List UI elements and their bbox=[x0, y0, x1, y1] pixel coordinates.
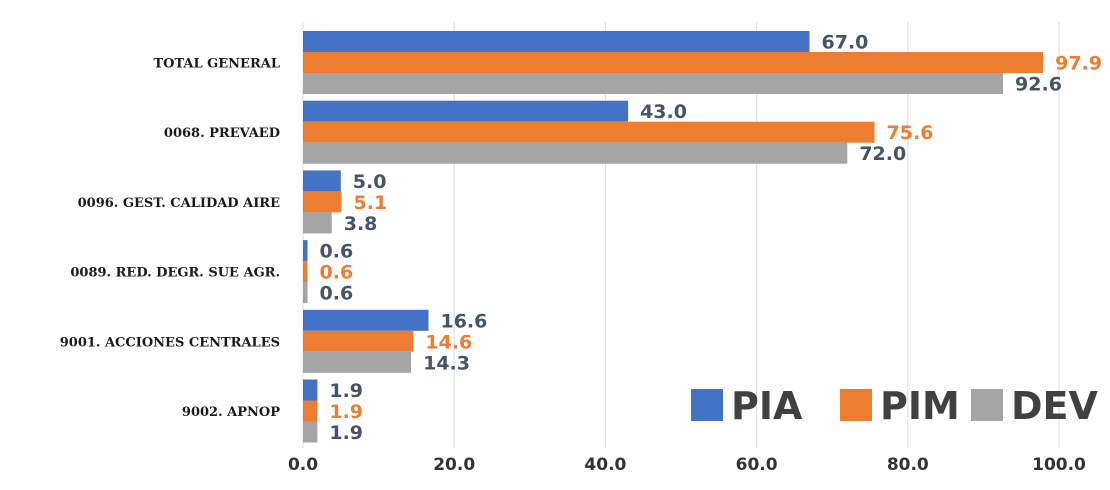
data-label-pia: 1.9 bbox=[329, 380, 363, 402]
data-label-pim: 0.6 bbox=[320, 262, 354, 284]
bar-pia bbox=[303, 309, 429, 331]
bar-pim bbox=[303, 400, 318, 422]
category-label: 9002. APNOP bbox=[182, 405, 280, 420]
data-label-dev: 92.6 bbox=[1015, 74, 1062, 96]
bar-pia bbox=[303, 100, 629, 122]
bar-pia bbox=[303, 170, 341, 192]
category-label: 0096. GEST. CALIDAD AIRE bbox=[78, 196, 280, 211]
bar-pim bbox=[303, 330, 414, 352]
bar-dev bbox=[303, 421, 318, 443]
x-tick-label: 60.0 bbox=[736, 455, 778, 475]
x-tick-label: 40.0 bbox=[584, 455, 626, 475]
bar-pim bbox=[303, 261, 308, 283]
bar-pia bbox=[303, 240, 308, 262]
bar-dev bbox=[303, 351, 412, 373]
bar-pim bbox=[303, 121, 875, 143]
data-label-pia: 67.0 bbox=[822, 32, 869, 54]
legend-swatch-pia bbox=[691, 389, 723, 421]
bar-pim bbox=[303, 191, 342, 213]
legend-label-pia: PIA bbox=[731, 384, 803, 428]
category-label: 0089. RED. DEGR. SUE AGR. bbox=[70, 266, 280, 281]
legend-swatch-pim bbox=[840, 389, 872, 421]
category-label: 0068. PREVAED bbox=[164, 126, 280, 141]
bar-dev bbox=[303, 73, 1004, 94]
legend-label-dev: DEV bbox=[1011, 384, 1099, 428]
x-tick-label: 0.0 bbox=[288, 455, 318, 475]
data-label-pia: 16.6 bbox=[440, 310, 487, 332]
data-label-dev: 0.6 bbox=[320, 283, 354, 305]
data-label-dev: 3.8 bbox=[344, 213, 378, 235]
bar-dev bbox=[303, 282, 308, 304]
legend-swatch-dev bbox=[971, 389, 1003, 421]
data-label-pia: 0.6 bbox=[320, 241, 354, 263]
legend-label-pim: PIM bbox=[880, 384, 960, 428]
data-label-pim: 1.9 bbox=[329, 401, 363, 423]
data-label-pia: 5.0 bbox=[353, 171, 387, 193]
category-label: 9001. ACCIONES CENTRALES bbox=[60, 335, 280, 350]
bar-pia bbox=[303, 31, 810, 52]
data-label-pim: 14.6 bbox=[425, 331, 472, 353]
bar-pim bbox=[303, 52, 1044, 73]
x-tick-label: 80.0 bbox=[887, 455, 929, 475]
x-tick-label: 100.0 bbox=[1032, 455, 1086, 475]
data-label-pia: 43.0 bbox=[640, 101, 687, 123]
bar-dev bbox=[303, 142, 848, 164]
bar-pia bbox=[303, 379, 318, 401]
x-tick-label: 20.0 bbox=[433, 455, 475, 475]
data-label-dev: 1.9 bbox=[329, 422, 363, 444]
data-label-dev: 14.3 bbox=[423, 352, 470, 374]
data-label-pim: 5.1 bbox=[354, 192, 388, 214]
data-label-pim: 75.6 bbox=[887, 122, 934, 144]
category-label: TOTAL GENERAL bbox=[153, 57, 280, 72]
bar-dev bbox=[303, 212, 332, 234]
data-label-pim: 97.9 bbox=[1055, 53, 1102, 75]
data-label-dev: 72.0 bbox=[859, 143, 906, 165]
